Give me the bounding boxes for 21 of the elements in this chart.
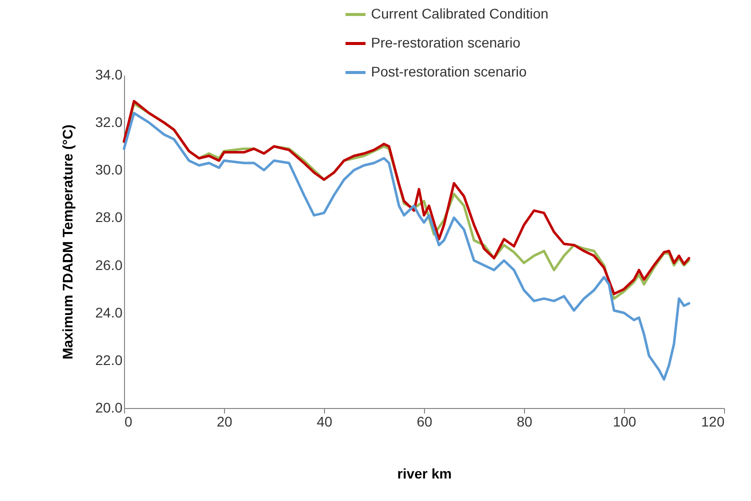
x-axis-title: river km xyxy=(397,466,452,482)
x-tick-label: 60 xyxy=(416,414,432,430)
legend-label: Pre-restoration scenario xyxy=(371,34,521,50)
x-tick-label: 40 xyxy=(316,414,332,430)
x-tick-label: 0 xyxy=(124,414,132,430)
x-tick-label: 20 xyxy=(216,414,232,430)
y-tick-label: 30.0 xyxy=(95,162,123,178)
y-tick-label: 28.0 xyxy=(95,209,123,226)
y-tick-label: 22.0 xyxy=(95,352,123,368)
y-tick-label: 26.0 xyxy=(95,256,123,273)
legend-label: Current Calibrated Condition xyxy=(371,6,548,22)
y-tick-label: 34.0 xyxy=(95,66,123,82)
y-tick-label: 20.0 xyxy=(95,400,123,416)
line-series xyxy=(122,112,690,381)
y-tick-label: 32.0 xyxy=(95,114,123,130)
y-axis-title: Maximum 7DADM Temperature (°C) xyxy=(59,124,76,360)
x-tick-label: 80 xyxy=(516,414,532,430)
x-tick-label: 120 xyxy=(701,414,725,430)
y-tick-label: 24.0 xyxy=(95,304,123,320)
legend-label: Post-restoration scenario xyxy=(371,64,527,80)
x-tick-label: 100 xyxy=(612,414,636,430)
